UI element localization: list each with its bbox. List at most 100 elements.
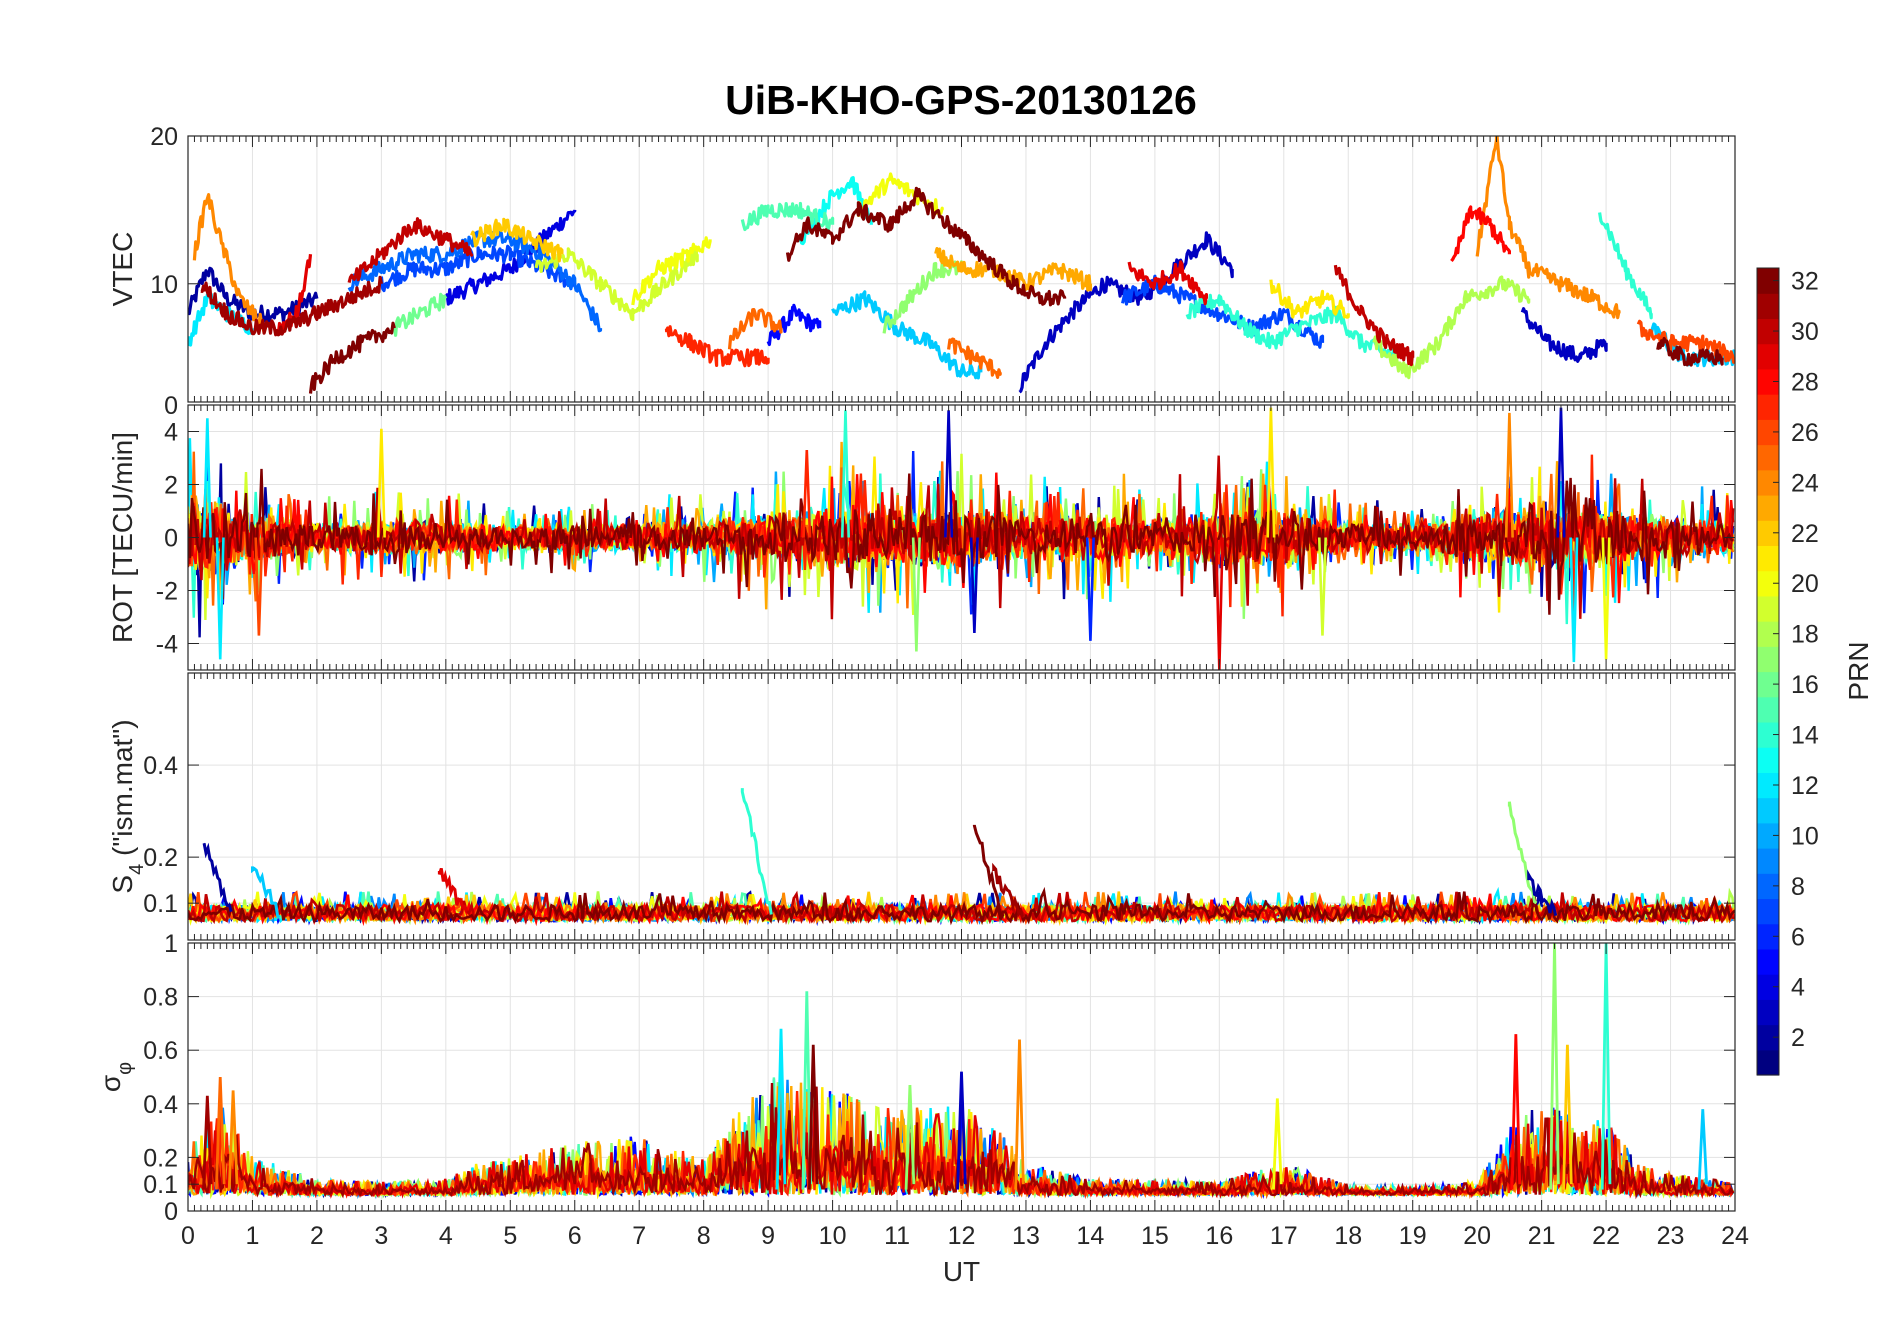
x-tick-label: 0: [181, 1222, 195, 1250]
spike: [904, 1084, 916, 1190]
x-tick-label: 20: [1463, 1222, 1491, 1250]
spike: [215, 537, 225, 660]
colorbar-swatch: [1757, 671, 1779, 698]
series-prn-16: [392, 292, 448, 337]
series-prn-22: [470, 217, 564, 263]
spike: [972, 824, 1005, 922]
colorbar-tick-label: 16: [1791, 671, 1819, 699]
colorbar-swatch: [1757, 494, 1779, 521]
y-tick-label: 0.2: [143, 844, 178, 872]
spike: [992, 862, 1025, 919]
colorbar-swatch: [1757, 368, 1779, 395]
colorbar-swatch: [1757, 822, 1779, 849]
series-prn-14: [1598, 212, 1653, 320]
series-prn-21: [1269, 279, 1350, 319]
x-ticks: [187, 943, 1736, 1211]
y-tick-label: 2: [164, 472, 178, 500]
spike: [1549, 943, 1560, 1190]
colorbar-swatch: [1757, 394, 1779, 420]
colorbar-tick-label: 28: [1791, 368, 1819, 396]
x-tick-label: 10: [819, 1222, 847, 1250]
colorbar-swatch: [1757, 1024, 1779, 1051]
colorbar-swatch: [1757, 520, 1779, 547]
spike: [254, 537, 264, 636]
x-ticks: [187, 136, 1736, 402]
y-axis-label: ROT [TECU/min]: [107, 432, 138, 643]
series-prn-24: [192, 193, 267, 335]
colorbar-swatch: [1757, 646, 1779, 673]
panel-vtec: 10 20 VTEC: [107, 123, 1736, 403]
y-tick-label: 0: [164, 525, 178, 553]
x-tick-label: 12: [948, 1222, 976, 1250]
series-prn-26: [1636, 319, 1735, 364]
colorbar-swatch: [1757, 621, 1779, 647]
x-ticks: [187, 673, 1736, 940]
x-tick-label: 21: [1528, 1222, 1556, 1250]
colorbar-swatch: [1757, 696, 1779, 723]
colorbar-tick-label: 30: [1791, 318, 1819, 346]
colorbar-swatch: [1757, 923, 1779, 950]
y-tick-label: 0.1: [143, 890, 178, 918]
x-tick-label: 7: [632, 1222, 646, 1250]
x-tick-label: 18: [1334, 1222, 1362, 1250]
colorbar-label: PRN: [1843, 641, 1874, 700]
spike: [801, 991, 813, 1190]
spike: [807, 1044, 819, 1190]
series-prn-30: [347, 217, 474, 283]
series-prn-28: [1450, 205, 1511, 263]
x-tick-label: 14: [1077, 1222, 1105, 1250]
y-tick-label: 0: [164, 1198, 178, 1226]
series-prn-31: [200, 275, 383, 337]
spike: [1214, 537, 1224, 670]
series-prn-3: [1018, 231, 1234, 394]
colorbar-swatch: [1757, 974, 1779, 1000]
series-prn-32: [785, 186, 1067, 307]
y-tick-label: -4: [156, 631, 178, 659]
series-prn-11: [831, 290, 983, 380]
spike: [1562, 1044, 1573, 1190]
series-prn-5: [766, 303, 822, 347]
y-tick-label: -2: [156, 578, 178, 606]
spike: [775, 1028, 787, 1190]
spike: [202, 418, 212, 538]
x-tick-label: 13: [1012, 1222, 1040, 1250]
x-ticks: [187, 405, 1736, 670]
colorbar-tick-label: 12: [1791, 772, 1819, 800]
x-tick-label: 17: [1270, 1222, 1298, 1250]
colorbar-swatch: [1757, 469, 1779, 496]
spike: [1510, 1034, 1522, 1190]
colorbar-tick-label: 24: [1791, 469, 1819, 497]
series-prn-19: [534, 245, 699, 322]
colorbar-swatch: [1757, 419, 1779, 446]
colorbar-tick-label: 26: [1791, 419, 1819, 447]
y-tick-label: 0.4: [143, 1091, 178, 1119]
spike: [202, 842, 233, 913]
colorbar-swatch: [1757, 343, 1779, 370]
colorbar-tick-label: 18: [1791, 621, 1819, 649]
spike: [1317, 537, 1327, 636]
colorbar-swatch: [1757, 898, 1779, 925]
spike: [1569, 537, 1579, 663]
x-tick-label: 24: [1721, 1222, 1749, 1250]
x-tick-label: 8: [697, 1222, 711, 1250]
colorbar-swatch: [1757, 268, 1779, 294]
plot-area: [188, 136, 1735, 394]
colorbar-swatch: [1757, 1049, 1779, 1076]
y-tick-label: 0.8: [143, 984, 178, 1012]
y-tick-label-top: 1: [164, 930, 178, 958]
colorbar-swatch: [1757, 873, 1779, 900]
series-prn-24: [1475, 136, 1621, 320]
series-prn-25: [947, 337, 1002, 379]
colorbar-swatch: [1757, 570, 1779, 597]
colorbar-tick-label: 14: [1791, 722, 1819, 750]
series-prn-32: [188, 468, 1734, 615]
spike: [956, 1071, 967, 1190]
y-tick-label: 0.4: [143, 752, 178, 780]
series-prn-18: [1372, 275, 1531, 380]
series-prn-32: [1656, 336, 1724, 367]
spike: [911, 537, 921, 652]
spike: [802, 450, 812, 538]
spike: [969, 537, 979, 633]
spike: [1085, 537, 1095, 641]
